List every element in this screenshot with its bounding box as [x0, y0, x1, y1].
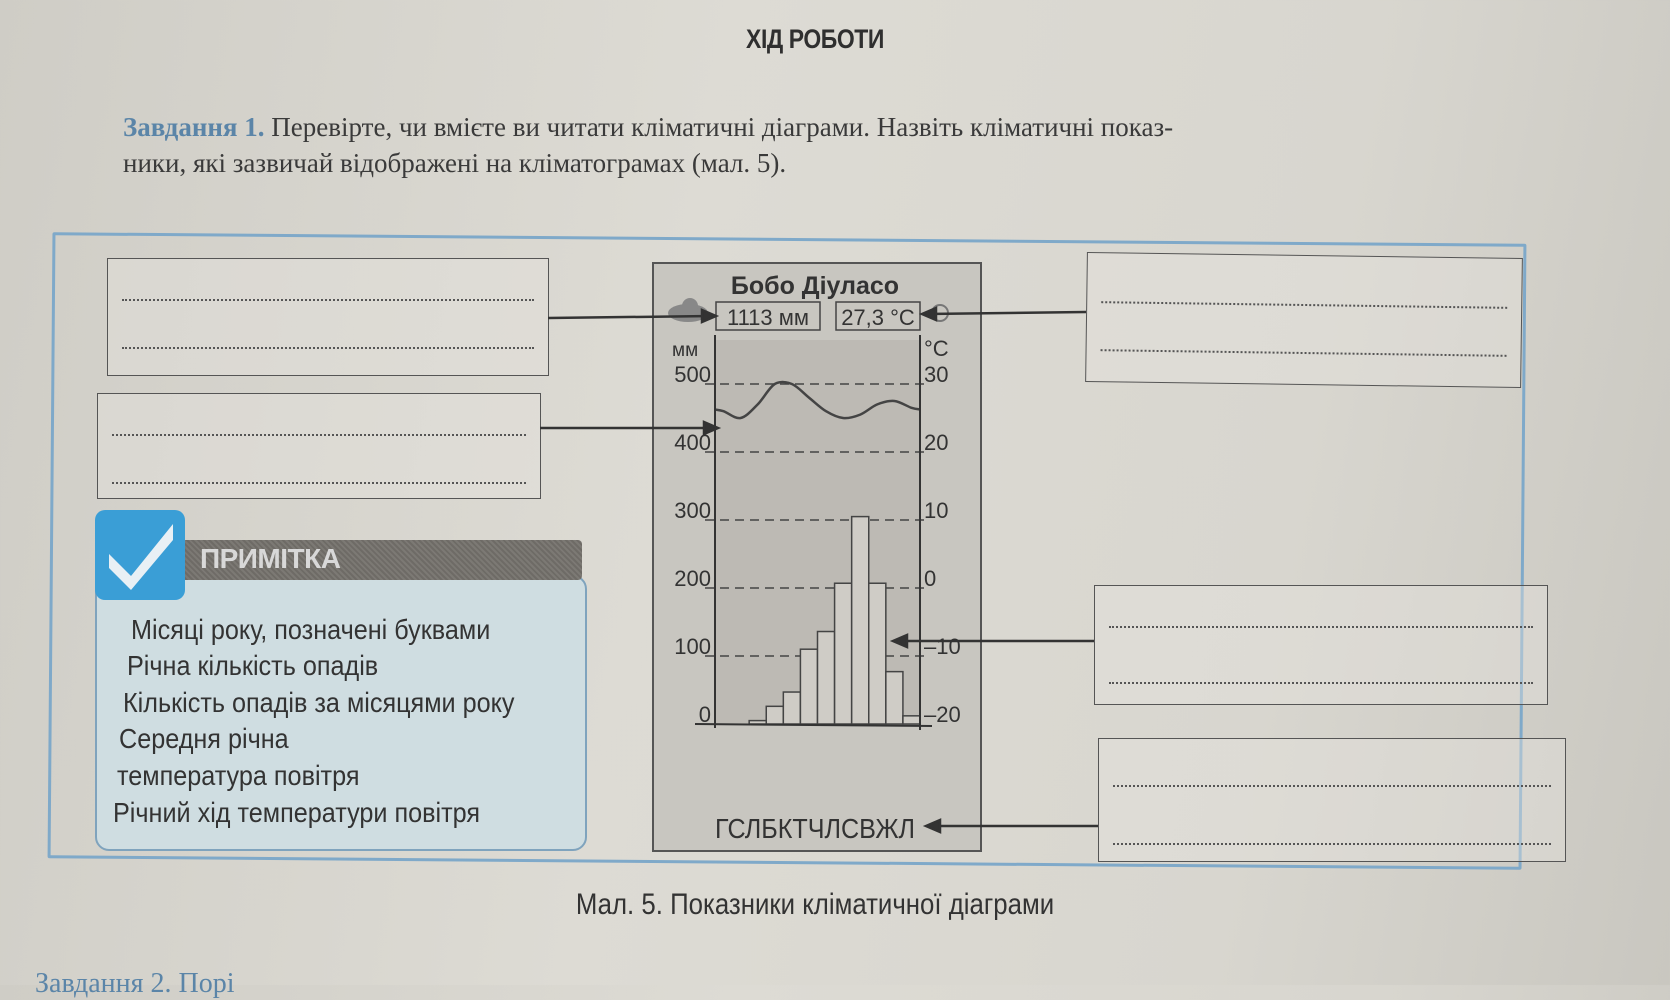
left-tick-label: 0 [699, 702, 711, 727]
precip-bar [885, 670, 904, 725]
note-item: Річний хід температури повітря [113, 797, 481, 828]
right-tick-label: 20 [924, 430, 948, 455]
precip-bar [902, 715, 921, 725]
precip-bar [782, 691, 802, 725]
left-tick-label: 100 [674, 634, 711, 659]
month-labels: ГСЛБКТЧЛСВЖЛ [715, 813, 915, 844]
note-header-bar [180, 540, 582, 580]
note-title: ПРИМІТКА [200, 543, 341, 574]
precip-bar [765, 705, 785, 725]
task-text: Перевірте, чи вмієте ви читати кліматичн… [264, 112, 1174, 142]
right-tick-label: –10 [924, 634, 961, 659]
right-tick-label: 10 [924, 498, 948, 523]
right-tick-label: 0 [924, 566, 936, 591]
note-item: Річна кількість опадів [127, 650, 379, 681]
mean-temp: 27,3 °C [841, 305, 915, 330]
left-tick-label: 200 [674, 566, 711, 591]
figure-caption: Мал. 5. Показники кліматичної діаграми [575, 888, 1055, 921]
precip-bar [868, 582, 887, 725]
note-item: Середня річна [119, 723, 289, 754]
answer-box-temp-curve[interactable] [97, 393, 541, 499]
answer-box-precip-total[interactable] [107, 258, 549, 376]
section-heading: ХІД РОБОТИ [746, 24, 884, 54]
left-tick-label: 300 [674, 498, 711, 523]
note-item: Місяці року, позначені буквами [131, 614, 491, 645]
pointer-arrows [540, 306, 1098, 834]
chart-title: Бобо Діуласо [731, 272, 899, 300]
precip-bar [850, 515, 870, 725]
baseline [694, 723, 933, 727]
mean-temp-box [835, 301, 921, 331]
precip-unit: мм [672, 340, 698, 361]
left-tick-label: 500 [674, 362, 711, 387]
precip-bar [799, 648, 819, 725]
checkmark-icon [95, 510, 185, 600]
answer-box-monthly-precip[interactable] [1094, 585, 1548, 705]
precip-bar [816, 630, 836, 725]
temperature-curve [714, 380, 921, 420]
precip-bar [833, 582, 853, 725]
note-item: Кількість опадів за місяцями року [123, 687, 515, 718]
precip-total: 1113 мм [727, 305, 809, 330]
right-tick-label: –20 [924, 702, 961, 727]
temp-unit: °C [924, 336, 949, 361]
task-line-2: ники, які зазвичай відображені на клімат… [123, 148, 787, 178]
note-item: температура повітря [117, 760, 360, 791]
task-line-1: Завдання 1. Перевірте, чи вмієте ви чита… [123, 112, 1173, 143]
right-tick-label: 30 [924, 362, 948, 387]
note-panel: Місяці року, позначені буквами Річна кіл… [95, 575, 587, 851]
answer-box-months[interactable] [1098, 738, 1566, 862]
task-label: Завдання 1. [123, 112, 265, 142]
next-task-heading: Завдання 2. Порі [35, 968, 235, 999]
